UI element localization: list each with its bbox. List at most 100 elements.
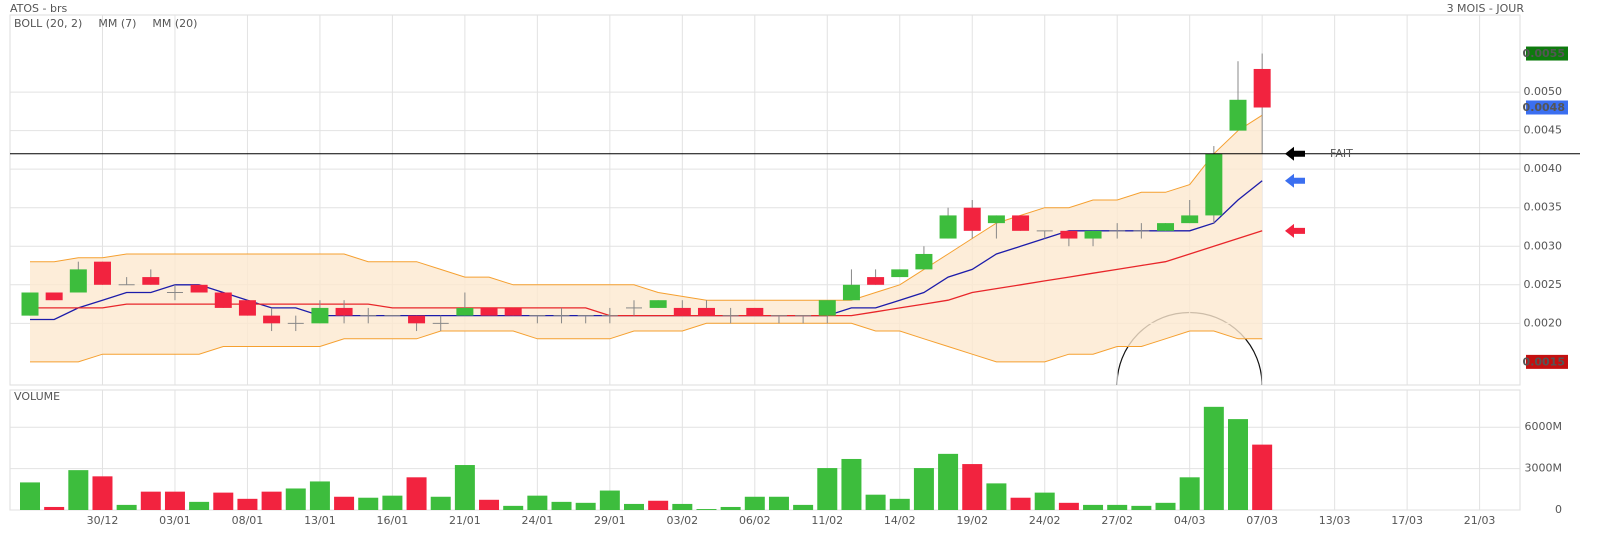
volume-bar <box>20 482 40 510</box>
x-tick-label: 17/03 <box>1391 514 1423 527</box>
volume-bar <box>116 504 137 510</box>
volume-bar <box>382 495 403 510</box>
volume-bar <box>1228 419 1248 510</box>
volume-bar <box>503 505 524 510</box>
period-label: 3 MOIS - JOUR <box>1447 2 1525 15</box>
x-tick-label: 21/03 <box>1464 514 1496 527</box>
x-tick-label: 03/02 <box>666 514 698 527</box>
y-tick-label: 0 <box>1555 503 1562 516</box>
volume-bar <box>672 503 693 510</box>
bollinger-upper <box>30 114 1263 301</box>
candle-body <box>673 307 691 316</box>
candle-body <box>504 307 522 316</box>
candle-body <box>1205 153 1223 216</box>
x-tick-label: 13/01 <box>304 514 336 527</box>
level-arrow <box>1285 146 1305 161</box>
y-tick-label: 0.0030 <box>1524 239 1563 252</box>
x-tick-label: 06/02 <box>739 514 771 527</box>
candle-body <box>963 207 981 231</box>
candle-body <box>818 300 836 316</box>
volume-bar <box>1203 406 1224 510</box>
legend-entry: MM (7) <box>98 17 136 30</box>
candle-body <box>1253 68 1271 108</box>
volume-bar <box>1179 477 1200 510</box>
volume-panel <box>9 389 1521 511</box>
x-tick-label: 24/01 <box>522 514 554 527</box>
volume-bar <box>865 494 886 510</box>
y-tick-label: 0.0020 <box>1524 316 1563 329</box>
candle-body <box>456 307 474 316</box>
candle-body <box>238 300 256 316</box>
volume-bar <box>1252 444 1273 510</box>
volume-bar <box>44 506 65 510</box>
x-tick-label: 30/12 <box>87 514 119 527</box>
volume-bar <box>527 495 548 510</box>
volume-bar <box>1083 504 1104 510</box>
volume-bar <box>189 501 210 510</box>
moving-average <box>30 230 1263 317</box>
x-tick-label: 16/01 <box>377 514 409 527</box>
candle-body <box>1012 215 1030 231</box>
volume-bar <box>68 470 89 510</box>
candle-body <box>649 300 667 308</box>
price-marker-label: 0.0015 <box>1523 355 1565 368</box>
x-tick-label: 19/02 <box>956 514 988 527</box>
legend-entry: MM (20) <box>152 17 197 30</box>
x-tick-label: 11/02 <box>811 514 843 527</box>
candle-body <box>263 315 281 324</box>
candle-body <box>408 315 426 324</box>
candle-body <box>335 307 353 316</box>
y-tick-label: 0.0040 <box>1524 162 1563 175</box>
x-tick-label: 08/01 <box>232 514 264 527</box>
y-tick-label: 3000M <box>1525 462 1563 475</box>
volume-bar <box>1131 505 1152 510</box>
x-tick-label: 21/01 <box>449 514 481 527</box>
volume-bar <box>237 498 258 510</box>
volume-bar <box>1058 502 1079 510</box>
candle-body <box>939 215 957 239</box>
volume-bar <box>454 465 475 510</box>
volume-bar <box>599 490 620 510</box>
volume-bar <box>479 499 500 510</box>
volume-bar <box>358 497 379 510</box>
x-tick-label: 14/02 <box>884 514 916 527</box>
candle-body <box>891 269 909 278</box>
volume-bar <box>841 458 862 510</box>
volume-bar <box>720 506 741 510</box>
volume-bar <box>140 491 161 510</box>
candle-body <box>1157 223 1175 231</box>
candle-body <box>1181 215 1199 224</box>
chart-title: ATOS - brs <box>10 2 67 15</box>
volume-bar <box>793 504 814 510</box>
candle-body <box>311 307 329 324</box>
volume-bar <box>744 496 765 510</box>
volume-bar <box>696 509 717 510</box>
bollinger-lower <box>30 322 1263 363</box>
y-tick-label: 0.0025 <box>1524 278 1563 291</box>
x-tick-label: 27/02 <box>1101 514 1133 527</box>
candle-body <box>480 307 498 316</box>
candle-body <box>45 292 63 301</box>
volume-bar <box>817 468 838 510</box>
x-tick-label: 24/02 <box>1029 514 1061 527</box>
candle-body <box>21 292 39 316</box>
candle-body <box>190 284 208 293</box>
volume-bar <box>406 477 427 510</box>
volume-bar <box>430 496 451 510</box>
bollinger-fill <box>30 115 1263 362</box>
volume-bar <box>309 481 330 510</box>
price-marker <box>1526 46 1568 61</box>
volume-bar <box>1010 497 1031 510</box>
volume-bar <box>889 498 910 510</box>
candle-body <box>867 277 885 285</box>
y-tick-label: 0.0050 <box>1524 85 1563 98</box>
x-tick-label: 04/03 <box>1174 514 1206 527</box>
price-marker <box>1526 354 1568 369</box>
candle-body <box>214 292 232 308</box>
volume-bar <box>261 491 282 510</box>
candle-body <box>746 307 764 316</box>
volume-bar <box>334 496 355 510</box>
volume-bar <box>986 483 1007 510</box>
candle-body <box>142 277 160 285</box>
